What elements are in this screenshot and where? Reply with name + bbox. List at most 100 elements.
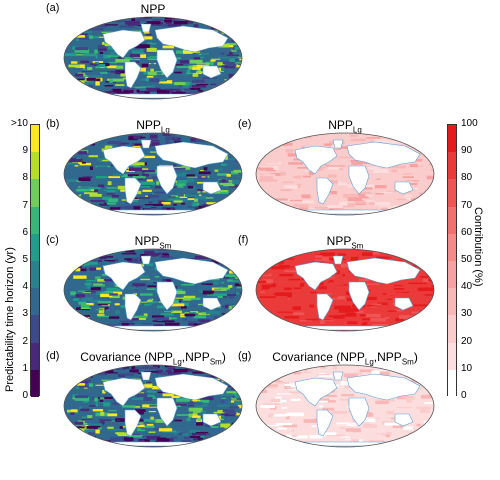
- landmass: [346, 257, 421, 285]
- panel-title-end: ): [221, 350, 226, 364]
- world-map: [63, 248, 243, 332]
- colorbar-segment: [31, 342, 39, 371]
- panel-title-main: NPP: [136, 118, 161, 132]
- map-panel-d: (d) Covariance (NPPLg,NPPSm): [46, 350, 248, 448]
- panel-label: (g): [238, 350, 252, 362]
- colorbar-tick: 60: [461, 226, 473, 238]
- colorbar-tick: 8: [22, 172, 28, 184]
- panel-title-main: NPP: [140, 2, 166, 16]
- panel-title-sub2: Sm: [401, 357, 414, 367]
- right-colorbar: [447, 124, 457, 398]
- landmass: [156, 281, 178, 311]
- landmass: [124, 409, 142, 437]
- colorbar-tick: 0: [461, 390, 467, 401]
- landmass: [348, 397, 370, 427]
- panel-title-sub: Lg: [160, 125, 170, 135]
- colorbar-tick: 10: [461, 362, 473, 374]
- colorbar-segment: [31, 125, 39, 153]
- landmass: [202, 181, 222, 195]
- landmass: [202, 413, 222, 427]
- landmass: [332, 139, 344, 149]
- panel-title: NPPSm: [250, 234, 440, 250]
- landmass: [140, 255, 152, 265]
- colorbar-tick: 1: [22, 362, 28, 374]
- landmass: [394, 181, 414, 195]
- panel-title-main: NPP: [326, 234, 352, 248]
- colorbar-tick: 7: [22, 199, 28, 211]
- panel-title-sub: Sm: [159, 241, 172, 251]
- landmass: [102, 377, 146, 407]
- landmass: [394, 297, 414, 311]
- colorbar-segment: [31, 206, 39, 235]
- landmass: [156, 397, 178, 427]
- landmass: [124, 61, 142, 89]
- landmass: [394, 413, 414, 427]
- landmass: [140, 371, 152, 381]
- panel-title: Covariance (NPPLg,NPPSm): [250, 350, 440, 366]
- map-outline: [63, 132, 243, 216]
- landmass: [154, 141, 229, 169]
- world-map: [255, 248, 435, 332]
- panel-label: (e): [238, 118, 252, 130]
- landmass: [346, 141, 421, 169]
- colorbar-tick: 90: [461, 145, 473, 157]
- panel-title-main: Covariance (NPP: [80, 350, 173, 364]
- map-outline: [255, 364, 435, 448]
- landmass: [154, 25, 229, 53]
- panel-title: Covariance (NPPLg,NPPSm): [58, 350, 248, 366]
- panel-label: (b): [46, 118, 60, 130]
- world-map: [255, 132, 435, 216]
- panel-title-tail: ,NPP: [373, 350, 402, 364]
- landmass: [332, 255, 344, 265]
- panel-title: NPPLg: [250, 118, 440, 134]
- colorbar-segment: [31, 315, 39, 344]
- colorbar-tick: 4: [22, 281, 28, 293]
- colorbar-segment: [448, 288, 456, 316]
- landmass: [316, 177, 334, 205]
- colorbar-segment: [31, 369, 39, 398]
- colorbar-segment: [448, 315, 456, 344]
- colorbar-segment: [448, 125, 456, 153]
- landmass: [156, 49, 178, 79]
- colorbar-tick: 70: [461, 199, 473, 211]
- panel-title: NPP: [58, 2, 248, 16]
- colorbar-segment: [448, 152, 456, 180]
- colorbar-tick: 0: [22, 390, 28, 401]
- map-outline: [63, 364, 243, 448]
- landmass: [202, 65, 222, 79]
- left-colorbar: [30, 124, 40, 398]
- map-outline: [63, 248, 243, 332]
- colorbar-segment: [448, 369, 456, 398]
- landmass: [294, 377, 338, 407]
- colorbar-tick: 100: [461, 118, 478, 129]
- panel-title-sub: Lg: [352, 125, 362, 135]
- world-map: [63, 132, 243, 216]
- colorbar-tick: 3: [22, 308, 28, 320]
- colorbar-tick: 80: [461, 172, 473, 184]
- landmass: [140, 139, 152, 149]
- landmass: [316, 409, 334, 437]
- world-map: [63, 16, 243, 100]
- panel-title-sub: Lg: [364, 357, 374, 367]
- map-outline: [63, 16, 243, 100]
- colorbar-tick: 2: [22, 335, 28, 347]
- map-panel-b: (b) NPPLg: [46, 118, 248, 216]
- left-colorbar-label: Predictability time horizon (yr): [4, 247, 16, 392]
- colorbar-tick: 50: [461, 254, 473, 265]
- colorbar-segment: [448, 261, 456, 289]
- landmass: [294, 261, 338, 291]
- landmass: [346, 373, 421, 401]
- colorbar-segment: [31, 261, 39, 289]
- colorbar-tick: >10: [11, 118, 28, 129]
- map-panel-g: (g) Covariance (NPPLg,NPPSm): [238, 350, 440, 448]
- panel-title-sub: Lg: [172, 357, 182, 367]
- map-outline: [255, 248, 435, 332]
- colorbar-segment: [31, 233, 39, 262]
- landmass: [102, 261, 146, 291]
- map-panel-a: (a) NPP: [46, 2, 248, 100]
- right-colorbar-label: Contribution (%): [472, 207, 484, 287]
- landmass: [348, 281, 370, 311]
- landmass: [140, 23, 152, 33]
- colorbar-segment: [448, 206, 456, 235]
- landmass: [102, 29, 146, 59]
